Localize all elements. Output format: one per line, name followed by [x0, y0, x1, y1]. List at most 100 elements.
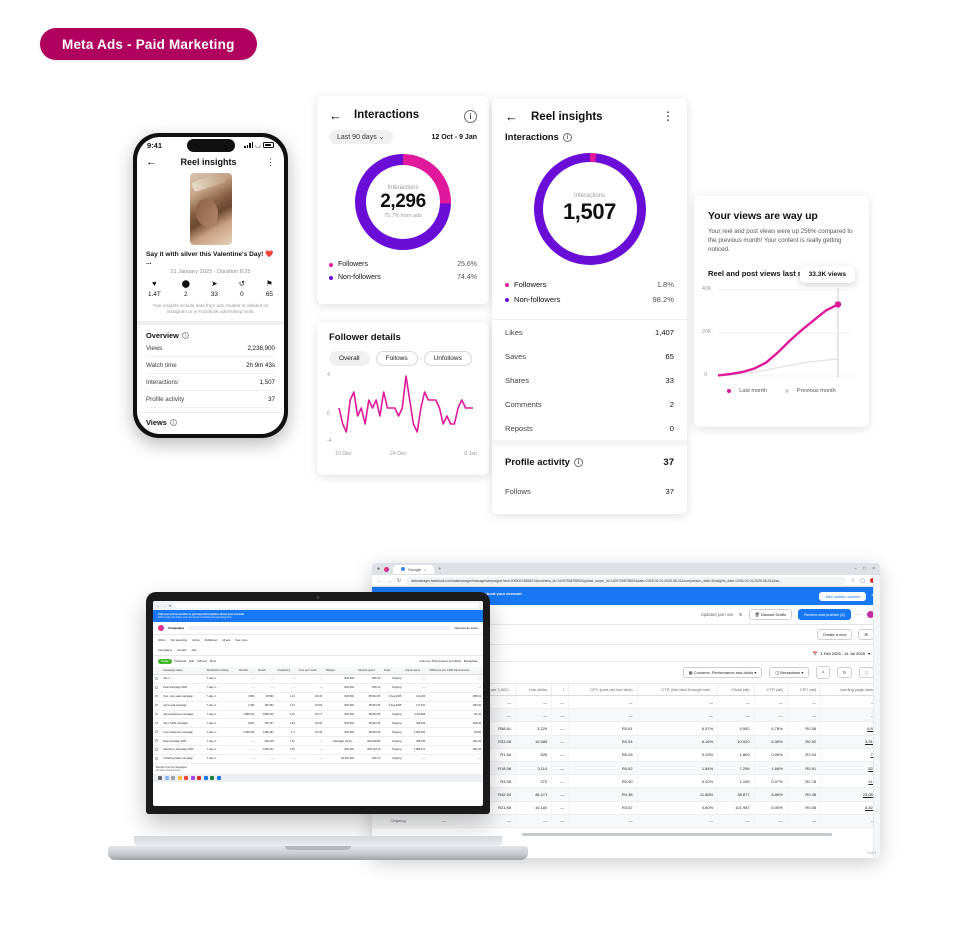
- more-button[interactable]: More: [209, 659, 217, 663]
- columns-button[interactable]: Columns: Performance and clicks: [419, 659, 461, 663]
- status-tab[interactable]: Off/on: [158, 638, 166, 642]
- table-row[interactable]: June Awareness campaign 7-day cl... 1,288,…: [153, 727, 483, 738]
- column-header[interactable]: Link clicks: [515, 684, 553, 696]
- column-header[interactable]: !: [551, 684, 570, 696]
- back-arrow-icon[interactable]: ←: [377, 577, 382, 584]
- campaign-name-link[interactable]: Final Campaign 2025: [161, 683, 205, 693]
- column-header[interactable]: Campaign name: [161, 667, 205, 675]
- table-row[interactable]: Jay's Awareness campaign 7-day cl... 1,886…: [153, 710, 483, 720]
- task-view-icon[interactable]: [171, 775, 175, 780]
- status-tab[interactable]: Published: [204, 638, 217, 642]
- tab-overall[interactable]: Overall: [329, 351, 370, 366]
- reel-thumbnail[interactable]: [189, 173, 232, 245]
- column-header[interactable]: CPC (cost per link click): [568, 684, 638, 696]
- row-checkbox[interactable]: [153, 727, 162, 738]
- row-checkbox[interactable]: [153, 683, 162, 693]
- browser-tab[interactable]: Google ×: [393, 564, 435, 574]
- table-row[interactable]: Set in... 7-day cl... — — — — R20,660 R50.13 Ong…: [153, 674, 483, 684]
- chrome-icon[interactable]: [184, 775, 188, 780]
- refresh-icon[interactable]: ↻: [836, 667, 853, 678]
- status-tab[interactable]: See more: [235, 638, 248, 642]
- app-icon[interactable]: [216, 775, 221, 780]
- app-icon[interactable]: [190, 775, 195, 780]
- edit-button[interactable]: Edit: [189, 659, 195, 663]
- plus-icon[interactable]: +: [438, 566, 442, 572]
- refresh-icon[interactable]: ↻: [739, 612, 743, 617]
- create-button[interactable]: Create: [158, 659, 172, 664]
- back-arrow-icon[interactable]: ←: [505, 109, 518, 124]
- row-checkbox[interactable]: [153, 674, 162, 684]
- search-input[interactable]: [188, 626, 451, 630]
- explorer-icon[interactable]: [177, 775, 182, 780]
- column-header[interactable]: Frequency: [275, 667, 297, 675]
- status-tab[interactable]: Active: [192, 638, 200, 642]
- list-options-icon[interactable]: ☰: [858, 629, 874, 640]
- maximize-icon[interactable]: □: [863, 566, 867, 572]
- row-checkbox[interactable]: [153, 736, 162, 746]
- column-header[interactable]: Budget: [324, 667, 356, 675]
- kebab-menu-icon[interactable]: ⋯: [856, 612, 861, 617]
- window-controls[interactable]: ●: [377, 566, 381, 572]
- breakdown-button[interactable]: ◫ Breakdown ▾: [769, 667, 810, 678]
- campaign-name-link[interactable]: May Campaign 2025: [161, 736, 205, 746]
- campaign-name-link[interactable]: Test - Jay Leads campaign: [161, 692, 205, 702]
- ab-test-button[interactable]: A/B test: [197, 659, 207, 663]
- start-icon[interactable]: [158, 775, 162, 780]
- kebab-menu-icon[interactable]: ⋮: [266, 156, 275, 167]
- column-header[interactable]: CTR (link click-through rate...: [637, 684, 719, 696]
- column-header[interactable]: Clicks (all): [717, 684, 755, 696]
- forward-arrow-icon[interactable]: →: [387, 577, 392, 584]
- review-publish-button[interactable]: Review and publish (3): [798, 609, 851, 620]
- campaign-name-link[interactable]: Jay's Lead campaign: [161, 701, 205, 711]
- url-input[interactable]: adsmanager.facebook.com/adsmanager/manag…: [406, 576, 846, 585]
- add-mobile-number-button[interactable]: Add mobile number: [819, 591, 867, 601]
- search-icon[interactable]: [164, 775, 169, 780]
- date-range-dropdown[interactable]: Last 90 days ⌄: [329, 130, 393, 144]
- campaign-name-link[interactable]: Valentine's Campaign 2025: [161, 745, 205, 755]
- column-header[interactable]: CTR (all): [754, 684, 788, 696]
- columns-button[interactable]: ▦ Columns: Performance and clicks ▾: [682, 667, 763, 678]
- table-row[interactable]: Valentine's Campaign 2025 7-day cl... —1,2…: [153, 745, 483, 755]
- back-arrow-icon[interactable]: ←: [146, 156, 157, 168]
- tab-ads[interactable]: Ads: [191, 648, 197, 652]
- app-icon[interactable]: [203, 775, 208, 780]
- minimize-icon[interactable]: −: [854, 566, 858, 572]
- url-input[interactable]: [174, 603, 479, 608]
- table-row[interactable]: Ongoing——————————: [372, 814, 880, 828]
- column-header[interactable]: CPM (cost per 1,000 impressions): [427, 667, 483, 675]
- breakdown-button[interactable]: Breakdown: [464, 659, 478, 663]
- column-header[interactable]: [153, 667, 162, 675]
- reload-icon[interactable]: ↻: [169, 603, 172, 608]
- info-icon[interactable]: i: [562, 133, 572, 142]
- tab-follows[interactable]: Follows: [375, 351, 418, 366]
- column-header[interactable]: Impressions: [403, 667, 428, 675]
- campaign-name-link[interactable]: Jay's Awareness campaign: [161, 710, 205, 720]
- table-row[interactable]: May Campaign 2025 7-day cl... —208,618 1.51…: [153, 736, 483, 746]
- tab-ad-sets[interactable]: Ad sets: [177, 648, 187, 652]
- info-icon[interactable]: i: [169, 419, 177, 426]
- table-row[interactable]: Ongoing3,313,828R1.64826—R6.080.03%1,869…: [372, 748, 880, 762]
- column-header[interactable]: CPC (all): [787, 684, 822, 696]
- campaign-name-link[interactable]: Set in...: [161, 674, 205, 684]
- row-checkbox[interactable]: [153, 710, 162, 720]
- status-tab[interactable]: Not spending: [170, 638, 188, 642]
- table-row[interactable]: Jay's Lead campaign 7-day cl... 2,480 150,3…: [153, 701, 483, 711]
- bookmark-star-icon[interactable]: ☆: [850, 577, 856, 584]
- tab-unfollows[interactable]: Unfollows: [423, 351, 472, 366]
- kebab-menu-icon[interactable]: ⋮: [662, 108, 674, 123]
- campaign-name-link[interactable]: Jay's Traffic campaign: [161, 718, 205, 729]
- fullscreen-icon[interactable]: ⛶: [859, 667, 874, 678]
- extensions-icon[interactable]: ▢: [860, 577, 865, 584]
- back-arrow-icon[interactable]: ←: [157, 603, 160, 608]
- avatar[interactable]: [867, 611, 874, 618]
- close-icon[interactable]: ×: [871, 593, 874, 599]
- create-new-button[interactable]: Create a new: [816, 629, 853, 640]
- status-tab[interactable]: All ads: [221, 638, 231, 642]
- reload-icon[interactable]: ↻: [397, 577, 402, 584]
- row-checkbox[interactable]: [153, 701, 162, 711]
- table-row[interactable]: Final Campaign 2025 7-day cl... — — — — R20,66…: [153, 683, 483, 693]
- row-checkbox[interactable]: [153, 692, 162, 702]
- horizontal-scrollbar[interactable]: [522, 833, 832, 836]
- close-window-icon[interactable]: ×: [872, 566, 875, 572]
- table-row[interactable]: Jay's Traffic campaign 7-day cl... 8,867 30…: [153, 718, 483, 729]
